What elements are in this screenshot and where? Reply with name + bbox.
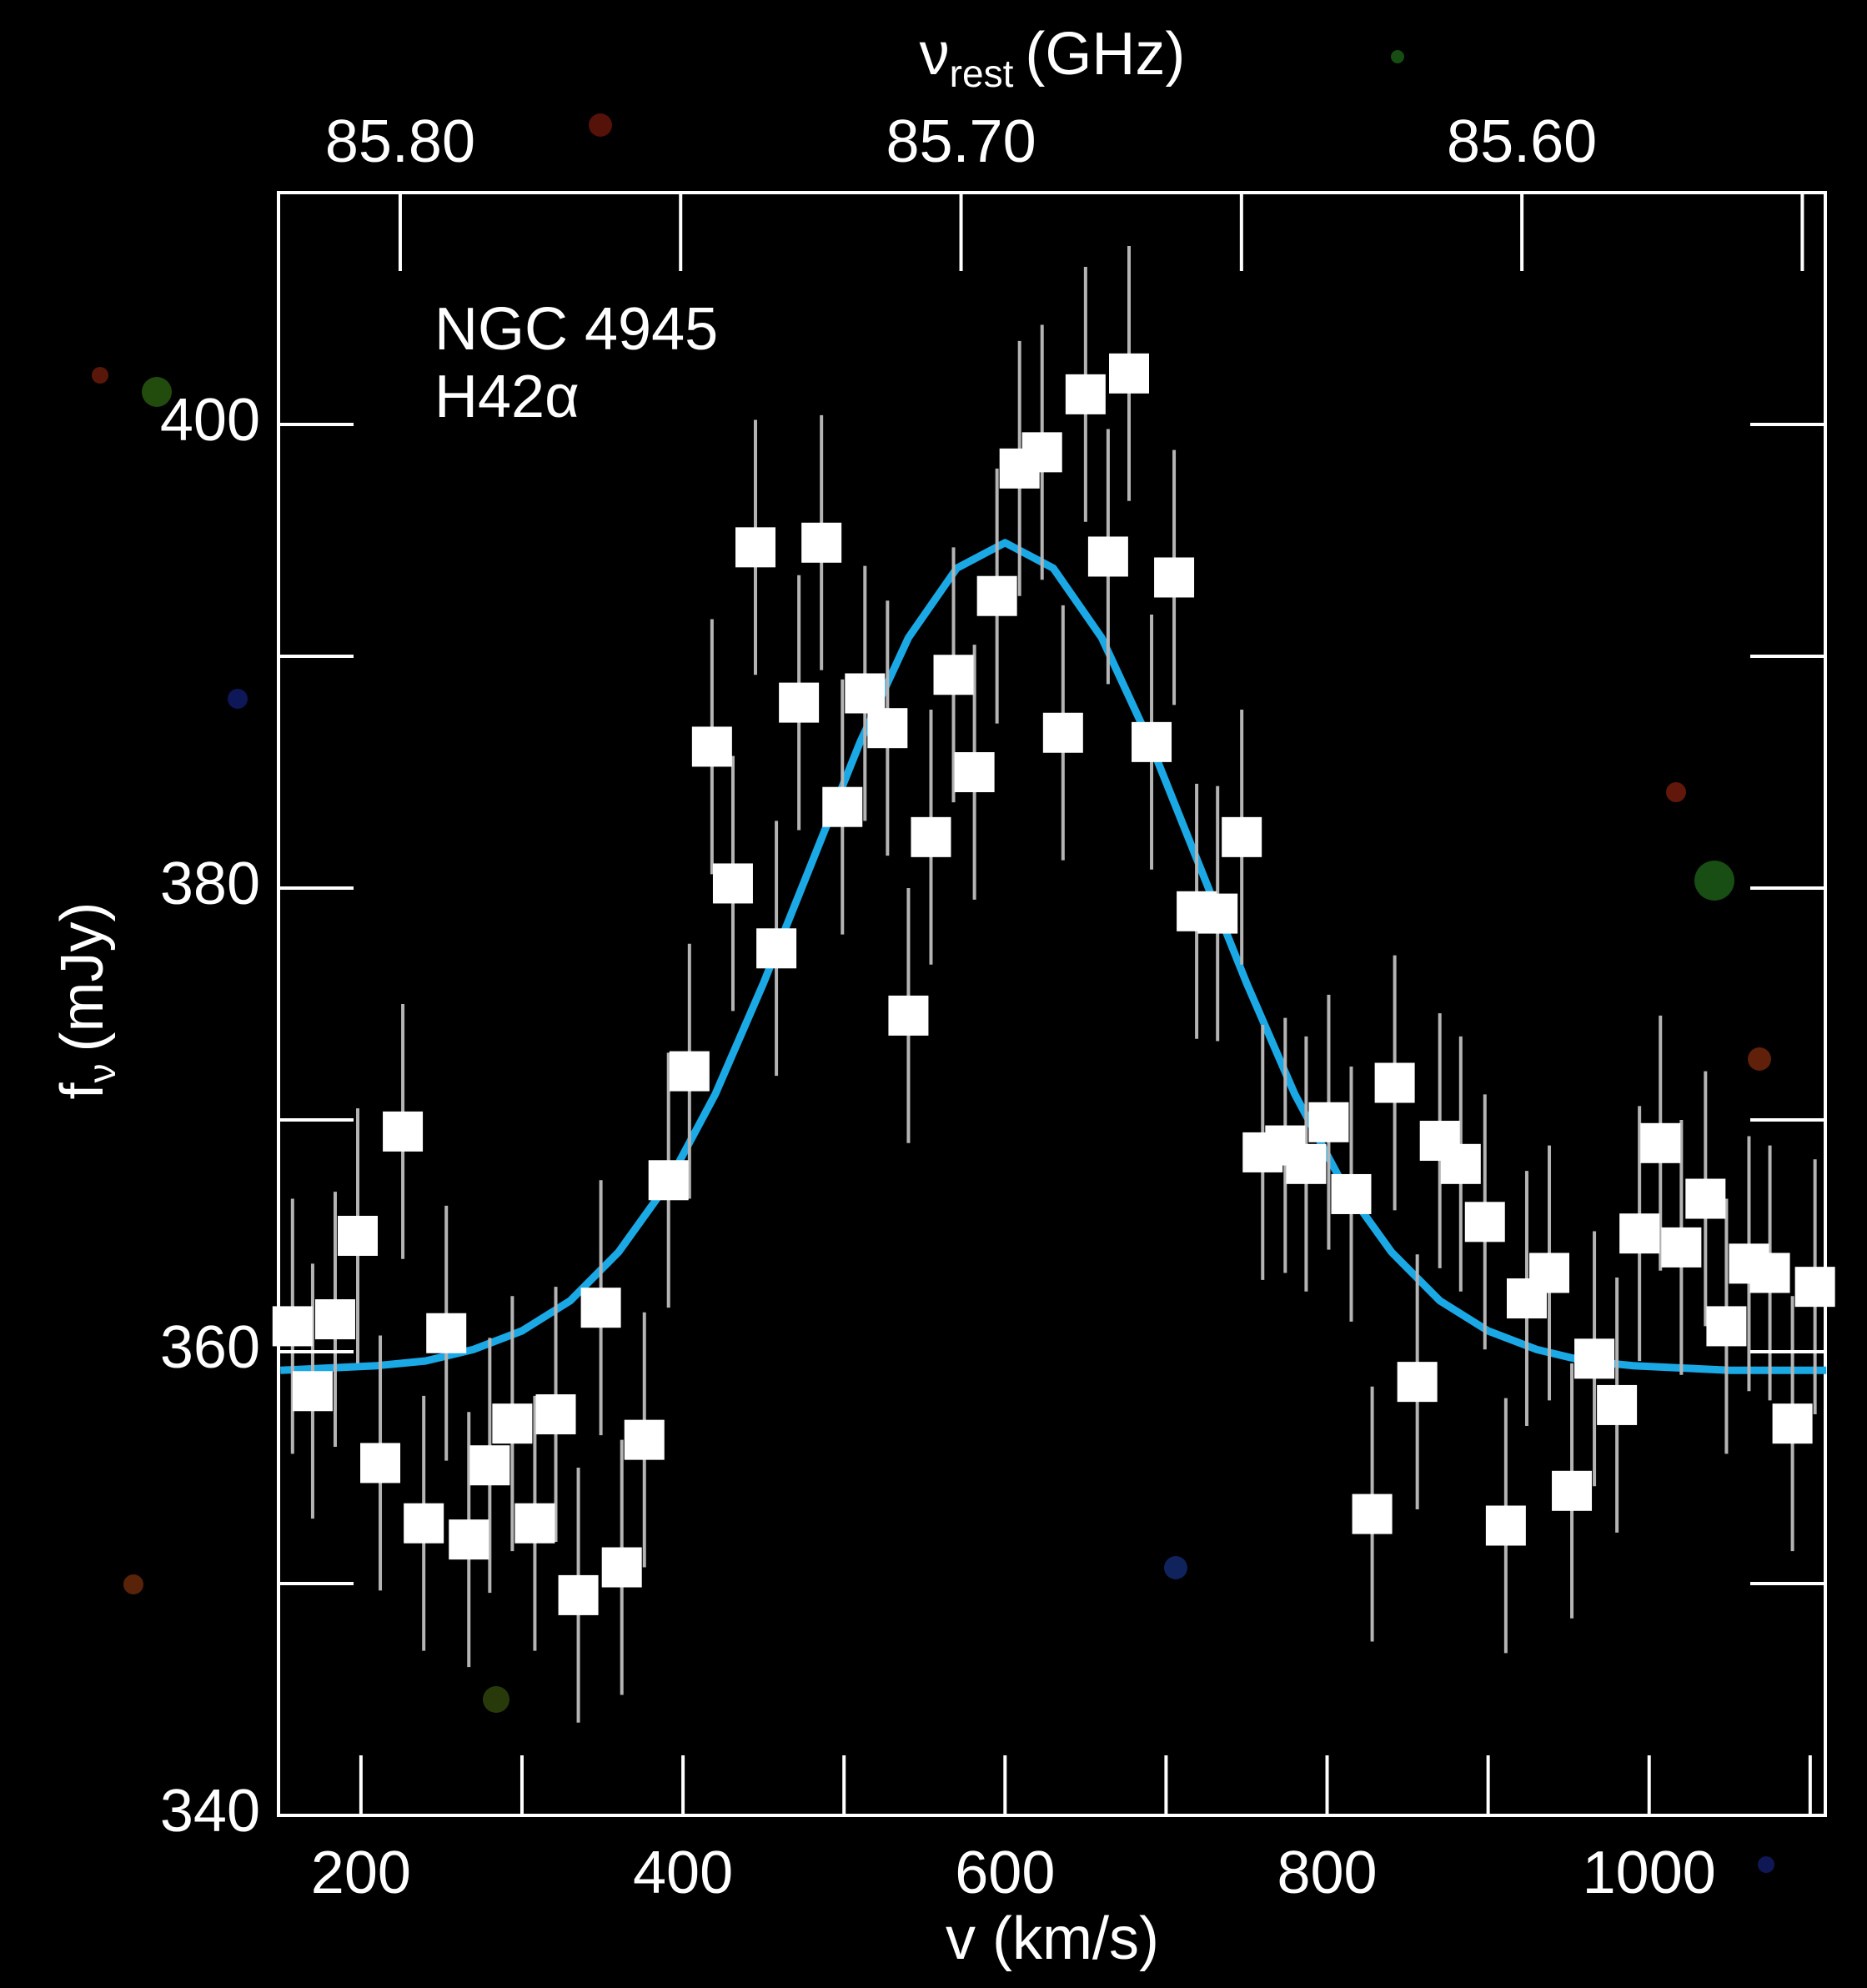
data-point xyxy=(1222,816,1262,857)
data-point xyxy=(735,527,775,568)
data-point xyxy=(272,1306,313,1347)
data-point xyxy=(558,1574,599,1615)
plot-frame xyxy=(277,191,1827,1817)
data-point xyxy=(1397,1362,1438,1403)
data-point xyxy=(779,682,820,723)
data-point xyxy=(1042,712,1083,753)
data-point xyxy=(888,995,929,1036)
data-point xyxy=(1529,1253,1570,1293)
x-tick-label: 400 xyxy=(633,1840,733,1906)
x2-axis-label: νrest (GHz) xyxy=(920,21,1186,95)
annotation: NGC 4945 xyxy=(434,296,718,363)
x2-tick-label: 85.70 xyxy=(886,108,1036,175)
data-point xyxy=(1597,1384,1638,1425)
data-point xyxy=(338,1216,379,1256)
data-point xyxy=(1352,1494,1393,1534)
data-point xyxy=(1308,1102,1349,1142)
data-point xyxy=(1197,893,1238,934)
data-point xyxy=(845,673,886,714)
data-point xyxy=(1574,1338,1615,1379)
data-point xyxy=(514,1503,555,1544)
data-point xyxy=(1685,1178,1726,1219)
data-point xyxy=(867,708,908,749)
x-tick-label: 800 xyxy=(1277,1840,1377,1906)
y-label-main: f xyxy=(49,1082,116,1099)
x2-label-main: ν xyxy=(920,21,950,88)
annotation: H42α xyxy=(434,364,580,430)
data-point xyxy=(712,863,753,904)
data-point xyxy=(1552,1470,1593,1511)
data-point xyxy=(1132,721,1172,762)
data-point xyxy=(1087,536,1128,577)
data-point xyxy=(1794,1267,1835,1308)
data-point xyxy=(360,1443,401,1483)
data-point xyxy=(691,726,732,767)
data-point xyxy=(449,1519,489,1560)
data-point xyxy=(1108,353,1149,394)
x-tick-label: 600 xyxy=(955,1840,1055,1906)
fit-curve xyxy=(280,539,1827,1374)
data-point xyxy=(1464,1202,1505,1242)
y-axis-label: fν (mJy) xyxy=(49,902,123,1100)
data-point xyxy=(1331,1173,1372,1214)
data-point xyxy=(469,1445,510,1486)
data-point xyxy=(1154,557,1195,598)
data-point xyxy=(624,1419,665,1460)
data-point xyxy=(426,1313,467,1353)
y-tick-label: 340 xyxy=(160,1778,260,1845)
data-point xyxy=(933,655,974,695)
data-point xyxy=(1065,374,1106,414)
data-point xyxy=(404,1503,444,1544)
y-label-sub: ν xyxy=(80,1063,123,1082)
y-label-unit: (mJy) xyxy=(49,902,116,1052)
data-point xyxy=(954,752,995,792)
data-point xyxy=(1440,1143,1481,1184)
data-point xyxy=(756,928,797,969)
data-point xyxy=(292,1371,333,1412)
data-point xyxy=(822,786,863,827)
data-point xyxy=(1286,1143,1327,1184)
x2-label-unit: (GHz) xyxy=(1025,21,1185,88)
x2-label-sub: rest xyxy=(950,52,1014,95)
data-point xyxy=(976,575,1017,616)
data-point xyxy=(1021,432,1062,473)
data-point xyxy=(1772,1403,1813,1444)
y-tick-label: 400 xyxy=(160,387,260,454)
y-tick-label: 360 xyxy=(160,1314,260,1381)
data-point xyxy=(1640,1122,1681,1163)
data-point xyxy=(801,522,842,563)
background-stars xyxy=(92,50,1774,1873)
data-point xyxy=(1749,1253,1790,1293)
y-tick-label: 380 xyxy=(160,851,260,917)
data-point xyxy=(1706,1306,1747,1347)
data-point xyxy=(580,1288,621,1328)
data-point xyxy=(1485,1505,1526,1546)
data-point xyxy=(911,816,951,857)
x-tick-label: 1000 xyxy=(1583,1840,1716,1906)
x2-tick-label: 85.80 xyxy=(325,108,475,175)
data-point xyxy=(1661,1227,1702,1268)
data-point xyxy=(1374,1062,1415,1103)
data-point xyxy=(601,1547,642,1588)
data-point xyxy=(1619,1213,1660,1254)
data-point xyxy=(669,1051,710,1092)
data-point xyxy=(383,1111,424,1152)
data-point xyxy=(492,1403,533,1444)
x-axis-label: v (km/s) xyxy=(946,1905,1159,1972)
data-point xyxy=(535,1394,576,1435)
x2-tick-label: 85.60 xyxy=(1447,108,1597,175)
data-point xyxy=(314,1299,355,1340)
x-tick-label: 200 xyxy=(311,1840,411,1906)
data-point xyxy=(648,1160,689,1201)
